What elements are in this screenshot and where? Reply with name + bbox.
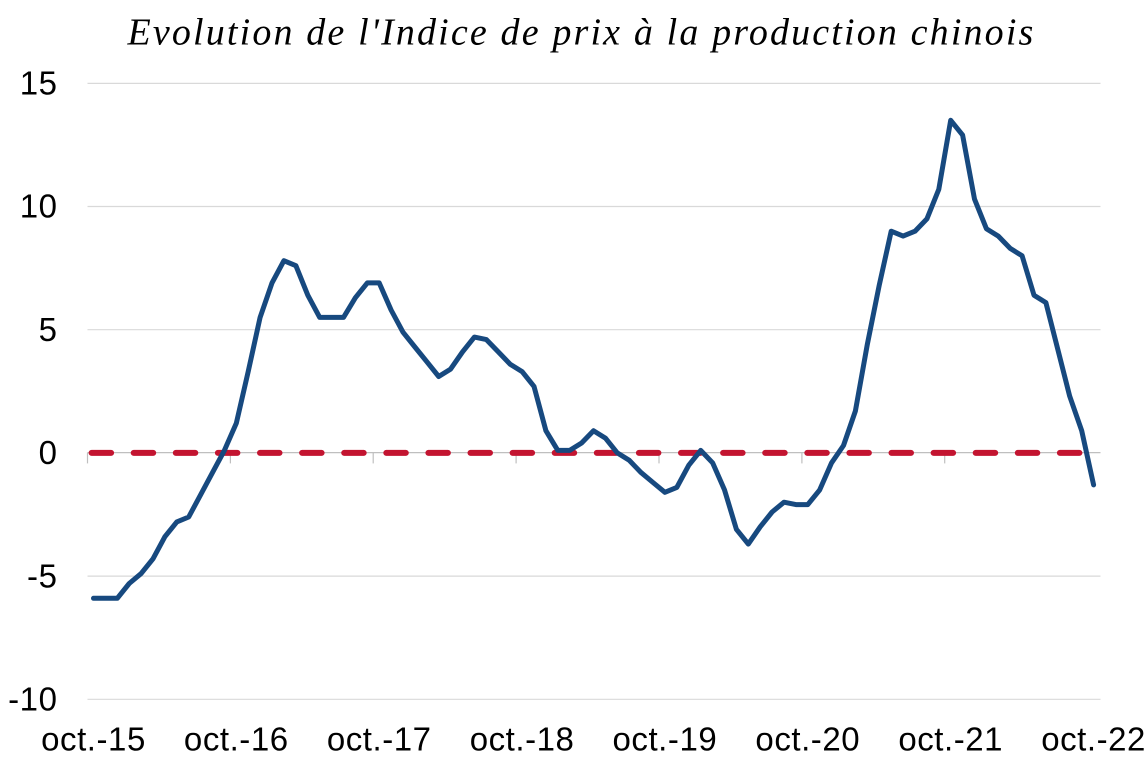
svg-text:oct.-20: oct.-20 [755, 721, 860, 758]
svg-text:5: 5 [39, 311, 58, 348]
svg-text:Evolution de l'Indice de prix: Evolution de l'Indice de prix à la produ… [127, 12, 1036, 54]
svg-text:-5: -5 [27, 557, 57, 594]
svg-text:oct.-17: oct.-17 [327, 721, 432, 758]
svg-text:oct.-22: oct.-22 [1041, 721, 1146, 758]
svg-text:15: 15 [20, 65, 58, 102]
svg-text:10: 10 [20, 188, 58, 225]
svg-text:-10: -10 [8, 681, 57, 718]
svg-text:0: 0 [39, 434, 58, 471]
svg-text:oct.-18: oct.-18 [470, 721, 575, 758]
svg-text:oct.-19: oct.-19 [613, 721, 718, 758]
svg-text:oct.-21: oct.-21 [898, 721, 1003, 758]
svg-text:oct.-15: oct.-15 [41, 721, 146, 758]
svg-text:oct.-16: oct.-16 [184, 721, 289, 758]
